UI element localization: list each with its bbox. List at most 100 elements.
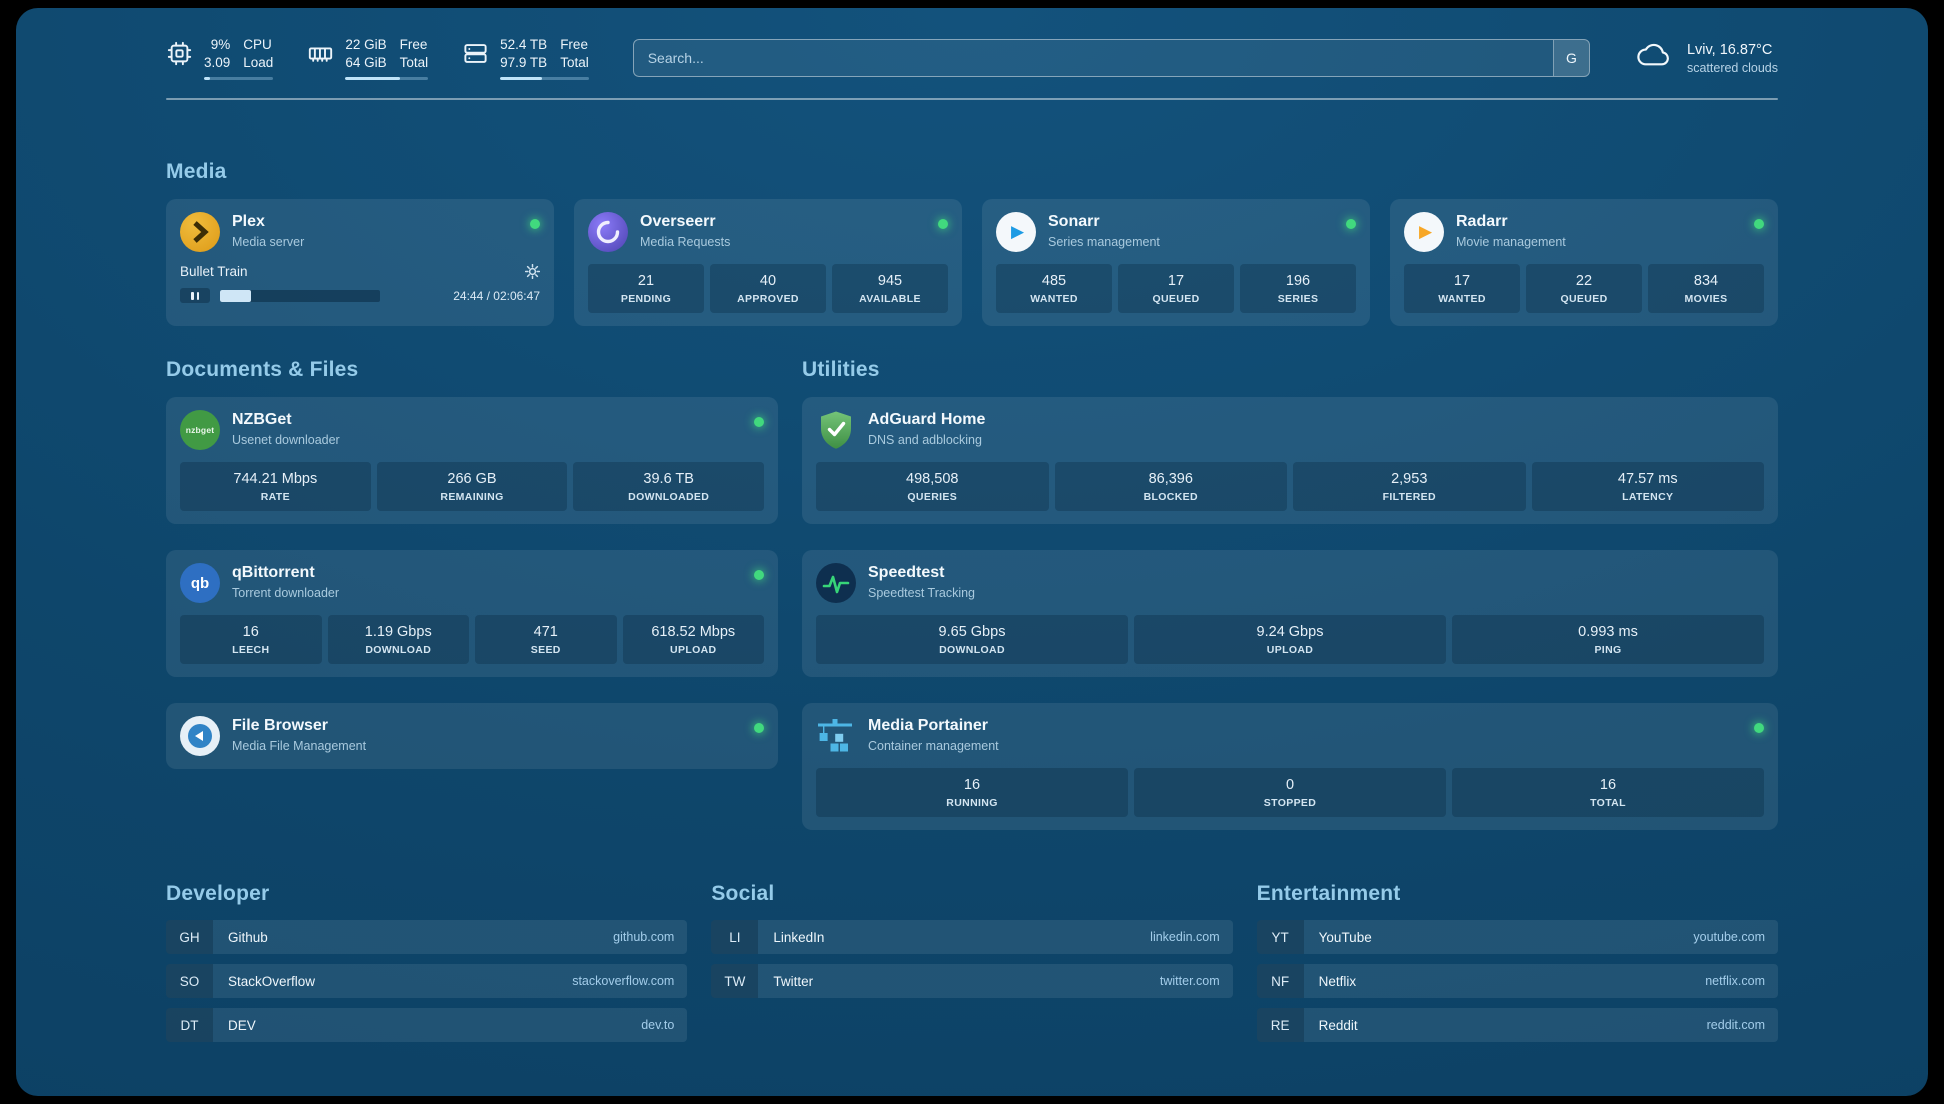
service-card-plex[interactable]: Plex Media server Bullet Train <box>166 199 554 326</box>
bookmark-name: StackOverflow <box>228 973 316 989</box>
top-bar: 9% 3.09 CPU Load <box>166 36 1778 80</box>
memory-labels: Free Total <box>399 37 429 70</box>
status-dot <box>754 570 764 580</box>
bookmark-abbr: YT <box>1256 920 1304 954</box>
service-card-adguard[interactable]: AdGuard Home DNS and adblocking 498,508 … <box>802 397 1778 524</box>
disk-labels: Free Total <box>560 37 589 70</box>
bookmark-stackoverflow[interactable]: SO StackOverflow stackoverflow.com <box>166 964 688 998</box>
search-provider-button[interactable]: G <box>1552 40 1589 76</box>
status-dot <box>1754 723 1764 733</box>
stat-latency: 47.57 ms LATENCY <box>1531 462 1764 511</box>
weather-widget: Lviv, 16.87°C scattered clouds <box>1634 41 1778 76</box>
service-card-portainer[interactable]: Media Portainer Container management 16 … <box>802 703 1778 830</box>
portainer-crane-icon <box>816 716 856 756</box>
service-title: qBittorrent <box>232 564 315 581</box>
section-heading-utilities: Utilities <box>802 358 880 381</box>
bookmark-youtube[interactable]: YT YouTube youtube.com <box>1256 920 1778 954</box>
section-heading-developer: Developer <box>166 882 270 905</box>
bookmark-group-social: Social LI LinkedIn linkedin.com TW Twitt… <box>711 882 1233 1052</box>
stat-blocked: 86,396 BLOCKED <box>1054 462 1287 511</box>
cpu-values: 9% 3.09 <box>204 37 231 70</box>
cloud-icon <box>1634 41 1674 76</box>
status-dot <box>1346 219 1356 229</box>
service-subtitle: Torrent downloader <box>232 586 340 600</box>
status-dot <box>1754 219 1764 229</box>
adguard-shield-icon <box>816 410 856 450</box>
stat-seed: 471 SEED <box>475 615 617 664</box>
bookmark-abbr: LI <box>711 920 759 954</box>
section-heading-media: Media <box>166 160 227 183</box>
bookmark-url: github.com <box>613 930 675 944</box>
service-subtitle: Usenet downloader <box>232 433 340 447</box>
bookmark-twitter[interactable]: TW Twitter twitter.com <box>711 964 1233 998</box>
service-subtitle: Container management <box>868 739 999 753</box>
stat-download: 1.19 Gbps DOWNLOAD <box>327 615 469 664</box>
service-card-filebrowser[interactable]: File Browser Media File Management <box>166 703 778 769</box>
now-playing-title: Bullet Train <box>180 264 248 279</box>
service-card-overseerr[interactable]: Overseerr Media Requests 21 PENDING 40 A… <box>574 199 962 326</box>
bookmark-url: reddit.com <box>1706 1018 1765 1032</box>
bookmark-url: twitter.com <box>1159 974 1220 988</box>
bookmark-url: netflix.com <box>1705 974 1765 988</box>
bookmark-url: stackoverflow.com <box>572 974 675 988</box>
stat-approved: 40 APPROVED <box>710 264 826 313</box>
status-dot <box>938 219 948 229</box>
stat-filtered: 2,953 FILTERED <box>1293 462 1526 511</box>
stat-pending: 21 PENDING <box>588 264 704 313</box>
playback-progress-bar <box>220 289 380 302</box>
bookmark-abbr: GH <box>166 920 213 954</box>
nzbget-icon: nzbget <box>180 410 220 450</box>
bookmark-github[interactable]: GH Github github.com <box>166 920 688 954</box>
service-card-qbittorrent[interactable]: qb qBittorrent Torrent downloader 16 LEE… <box>166 550 778 677</box>
bookmark-dev[interactable]: DT DEV dev.to <box>166 1008 688 1042</box>
plex-icon <box>180 212 220 252</box>
stat-leech: 16 LEECH <box>180 615 322 664</box>
pause-button[interactable] <box>180 288 210 303</box>
cpu-widget: 9% 3.09 CPU Load <box>166 36 274 80</box>
bookmark-url: linkedin.com <box>1150 930 1220 944</box>
bookmark-abbr: DT <box>166 1008 213 1042</box>
section-heading-documents: Documents & Files <box>166 358 359 381</box>
sonarr-icon: ▶ <box>996 212 1036 252</box>
speedtest-icon <box>816 563 856 603</box>
bookmark-netflix[interactable]: NF Netflix netflix.com <box>1256 964 1778 998</box>
service-card-radarr[interactable]: ▶ Radarr Movie management 17 WANTED <box>1390 199 1778 326</box>
bookmark-name: DEV <box>228 1017 256 1033</box>
stat-wanted: 485 WANTED <box>996 264 1112 313</box>
stat-queries: 498,508 QUERIES <box>816 462 1049 511</box>
stat-stopped: 0 STOPPED <box>1134 768 1446 817</box>
bookmark-linkedin[interactable]: LI LinkedIn linkedin.com <box>711 920 1233 954</box>
bookmark-abbr: TW <box>711 964 759 998</box>
bookmark-abbr: RE <box>1256 1008 1304 1042</box>
service-subtitle: Media File Management <box>232 739 367 753</box>
status-dot <box>754 417 764 427</box>
service-title: NZBGet <box>232 411 292 428</box>
service-card-nzbget[interactable]: nzbget NZBGet Usenet downloader 744.21 M… <box>166 397 778 524</box>
service-title: File Browser <box>232 717 329 734</box>
dashboard-window: 9% 3.09 CPU Load <box>16 8 1928 1096</box>
service-card-speedtest[interactable]: Speedtest Speedtest Tracking 9.65 Gbps D… <box>802 550 1778 677</box>
gear-icon[interactable] <box>525 264 540 279</box>
memory-usage-bar <box>345 76 429 80</box>
stat-queued: 22 QUEUED <box>1526 264 1642 313</box>
stat-remaining: 266 GB REMAINING <box>376 462 568 511</box>
bookmark-name: Reddit <box>1318 1017 1358 1033</box>
cpu-icon <box>166 36 193 72</box>
service-title: Speedtest <box>868 564 945 581</box>
service-subtitle: Movie management <box>1456 235 1566 249</box>
bookmark-url: dev.to <box>641 1018 675 1032</box>
service-title: Overseerr <box>640 213 716 230</box>
service-card-sonarr[interactable]: ▶ Sonarr Series management 485 WANTED <box>982 199 1370 326</box>
stat-series: 196 SERIES <box>1240 264 1356 313</box>
service-subtitle: Media server <box>232 235 305 249</box>
bookmark-reddit[interactable]: RE Reddit reddit.com <box>1256 1008 1778 1042</box>
weather-condition: scattered clouds <box>1686 60 1778 75</box>
disk-usage-bar <box>500 76 589 80</box>
stat-running: 16 RUNNING <box>816 768 1128 817</box>
disk-values: 52.4 TB 97.9 TB <box>500 37 548 70</box>
search-input[interactable] <box>633 40 1553 76</box>
bookmark-url: youtube.com <box>1693 930 1765 944</box>
service-title: Radarr <box>1456 213 1508 230</box>
service-title: Media Portainer <box>868 717 989 734</box>
cpu-usage-bar <box>204 76 274 80</box>
